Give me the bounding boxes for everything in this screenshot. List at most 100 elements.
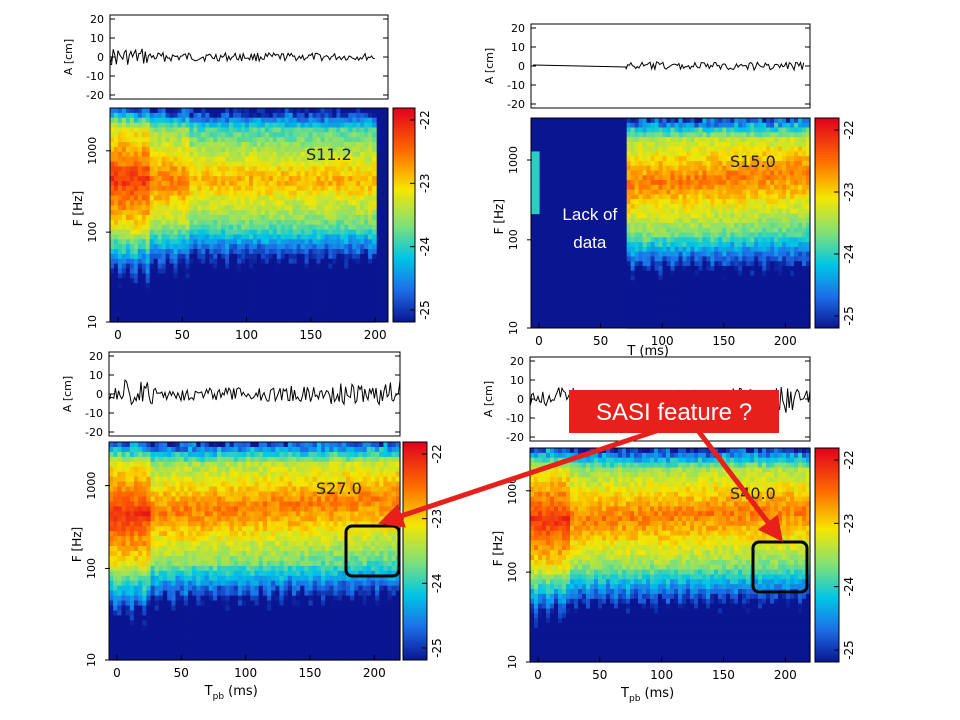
- spectrogram-cell: [268, 132, 274, 138]
- strain-trace: [532, 60, 805, 72]
- spectrogram-cell: [726, 237, 731, 243]
- spectrogram-cell: [114, 263, 119, 270]
- spectrogram-cell: [654, 203, 660, 210]
- spectrogram-cell: [284, 200, 290, 206]
- spectrogram-cell: [264, 127, 270, 133]
- spectrogram-cell: [233, 200, 238, 206]
- spectrogram-cell: [193, 278, 198, 284]
- spectrogram-cell: [189, 288, 194, 294]
- spectrogram-cell: [642, 323, 648, 329]
- spectrogram-cell: [169, 205, 175, 211]
- spectrogram-cell: [324, 283, 330, 289]
- spectrogram-cell: [272, 146, 278, 153]
- spectrogram-cell: [225, 224, 230, 231]
- spectrogram-cell: [666, 256, 672, 262]
- spectrogram-cell: [133, 190, 139, 197]
- spectrogram-cell: [654, 275, 660, 281]
- spectrogram-cell: [770, 161, 775, 167]
- spectrogram-cell: [165, 297, 171, 304]
- spectrogram-cell: [324, 317, 330, 323]
- spectrogram-cell: [794, 318, 799, 324]
- spectrogram-cell: [169, 156, 175, 163]
- spectrogram-cell: [233, 117, 238, 124]
- spectrogram-cell: [630, 289, 636, 296]
- spectrogram-cell: [213, 317, 218, 323]
- spectrogram-cell: [241, 239, 246, 245]
- spectrogram-cell: [674, 270, 680, 277]
- spectrogram-cell: [714, 203, 719, 210]
- spectrogram-cell: [137, 142, 143, 148]
- spectrogram-cell: [133, 312, 139, 318]
- spectrogram-cell: [233, 195, 238, 201]
- spectrogram-cell: [336, 312, 341, 318]
- spectrogram-cell: [114, 229, 119, 236]
- spectrogram-cell: [304, 283, 310, 289]
- spectrogram-cell: [217, 146, 222, 153]
- spectrogram-cell: [233, 161, 238, 167]
- spectrogram-cell: [256, 112, 262, 119]
- spectrogram-cell: [626, 299, 632, 305]
- spectrogram-cell: [245, 195, 250, 201]
- spectrogram-cell: [332, 210, 337, 216]
- spectrogram-cell: [141, 215, 147, 221]
- spectrogram-cell: [738, 294, 743, 300]
- spectrogram-cell: [642, 232, 648, 238]
- spectrogram-cell: [213, 161, 218, 167]
- spectrogram-cell: [678, 266, 684, 272]
- spectrogram-cell: [125, 317, 131, 323]
- spectrogram-cell: [690, 294, 695, 300]
- spectrogram-cell: [209, 176, 214, 182]
- spectrogram-cell: [173, 176, 179, 182]
- spectrogram-cell: [666, 170, 672, 176]
- spectrogram-cell: [766, 308, 771, 315]
- spectrogram-cell: [264, 151, 270, 158]
- spectrogram-cell: [153, 317, 159, 323]
- spectrogram-cell: [364, 273, 369, 279]
- spectrogram-cell: [794, 122, 799, 129]
- spectrogram-cell: [284, 297, 290, 304]
- spectrogram-cell: [129, 156, 135, 163]
- spectrogram-cell: [798, 151, 803, 157]
- spectrogram-cell: [344, 244, 349, 250]
- spectrogram-cell: [249, 181, 254, 187]
- spectrogram-cell: [702, 137, 707, 143]
- spectrogram-cell: [129, 317, 135, 323]
- spectrogram-cell: [666, 122, 672, 129]
- spectrogram-cell: [368, 278, 373, 284]
- spectrogram-cell: [114, 137, 119, 143]
- spectrogram-cell: [738, 161, 743, 167]
- spectrogram-cell: [153, 302, 159, 308]
- spectrogram-cell: [149, 122, 155, 129]
- spectrogram-cell: [161, 268, 167, 274]
- spectrogram-cell: [746, 175, 751, 181]
- spectrogram-cell: [734, 242, 739, 248]
- spectrogram-cell: [312, 166, 318, 172]
- spectrogram-cell: [686, 242, 691, 248]
- spectrogram-cell: [189, 117, 194, 124]
- spectrogram-cell: [658, 165, 664, 172]
- spectrogram-cell: [654, 170, 660, 176]
- spectrogram-cell: [790, 227, 795, 234]
- spectrogram-cell: [173, 224, 179, 231]
- spectrogram-cell: [114, 156, 119, 163]
- spectrogram-cell: [272, 239, 278, 245]
- spectrogram-cell: [121, 244, 127, 250]
- spectrogram-cell: [634, 261, 640, 267]
- spectrogram-cell: [722, 184, 727, 191]
- spectrogram-cell: [670, 156, 676, 162]
- spectrogram-cell: [722, 127, 727, 133]
- spectrogram-cell: [161, 244, 167, 250]
- spectrogram-cell: [638, 218, 644, 224]
- spectrogram-cell: [137, 132, 143, 138]
- spectrogram-cell: [157, 273, 163, 279]
- spectrogram-cell: [253, 127, 258, 133]
- spectrogram-cell: [280, 181, 286, 187]
- spectrogram-cell: [638, 146, 644, 152]
- spectrogram-cell: [638, 180, 644, 186]
- spectrogram-cell: [658, 223, 664, 229]
- spectrogram-cell: [348, 132, 353, 138]
- spectrogram-cell: [702, 156, 707, 162]
- spectrogram-cell: [260, 292, 266, 299]
- spectrogram-cell: [217, 302, 222, 308]
- spectrogram-cell: [654, 213, 660, 219]
